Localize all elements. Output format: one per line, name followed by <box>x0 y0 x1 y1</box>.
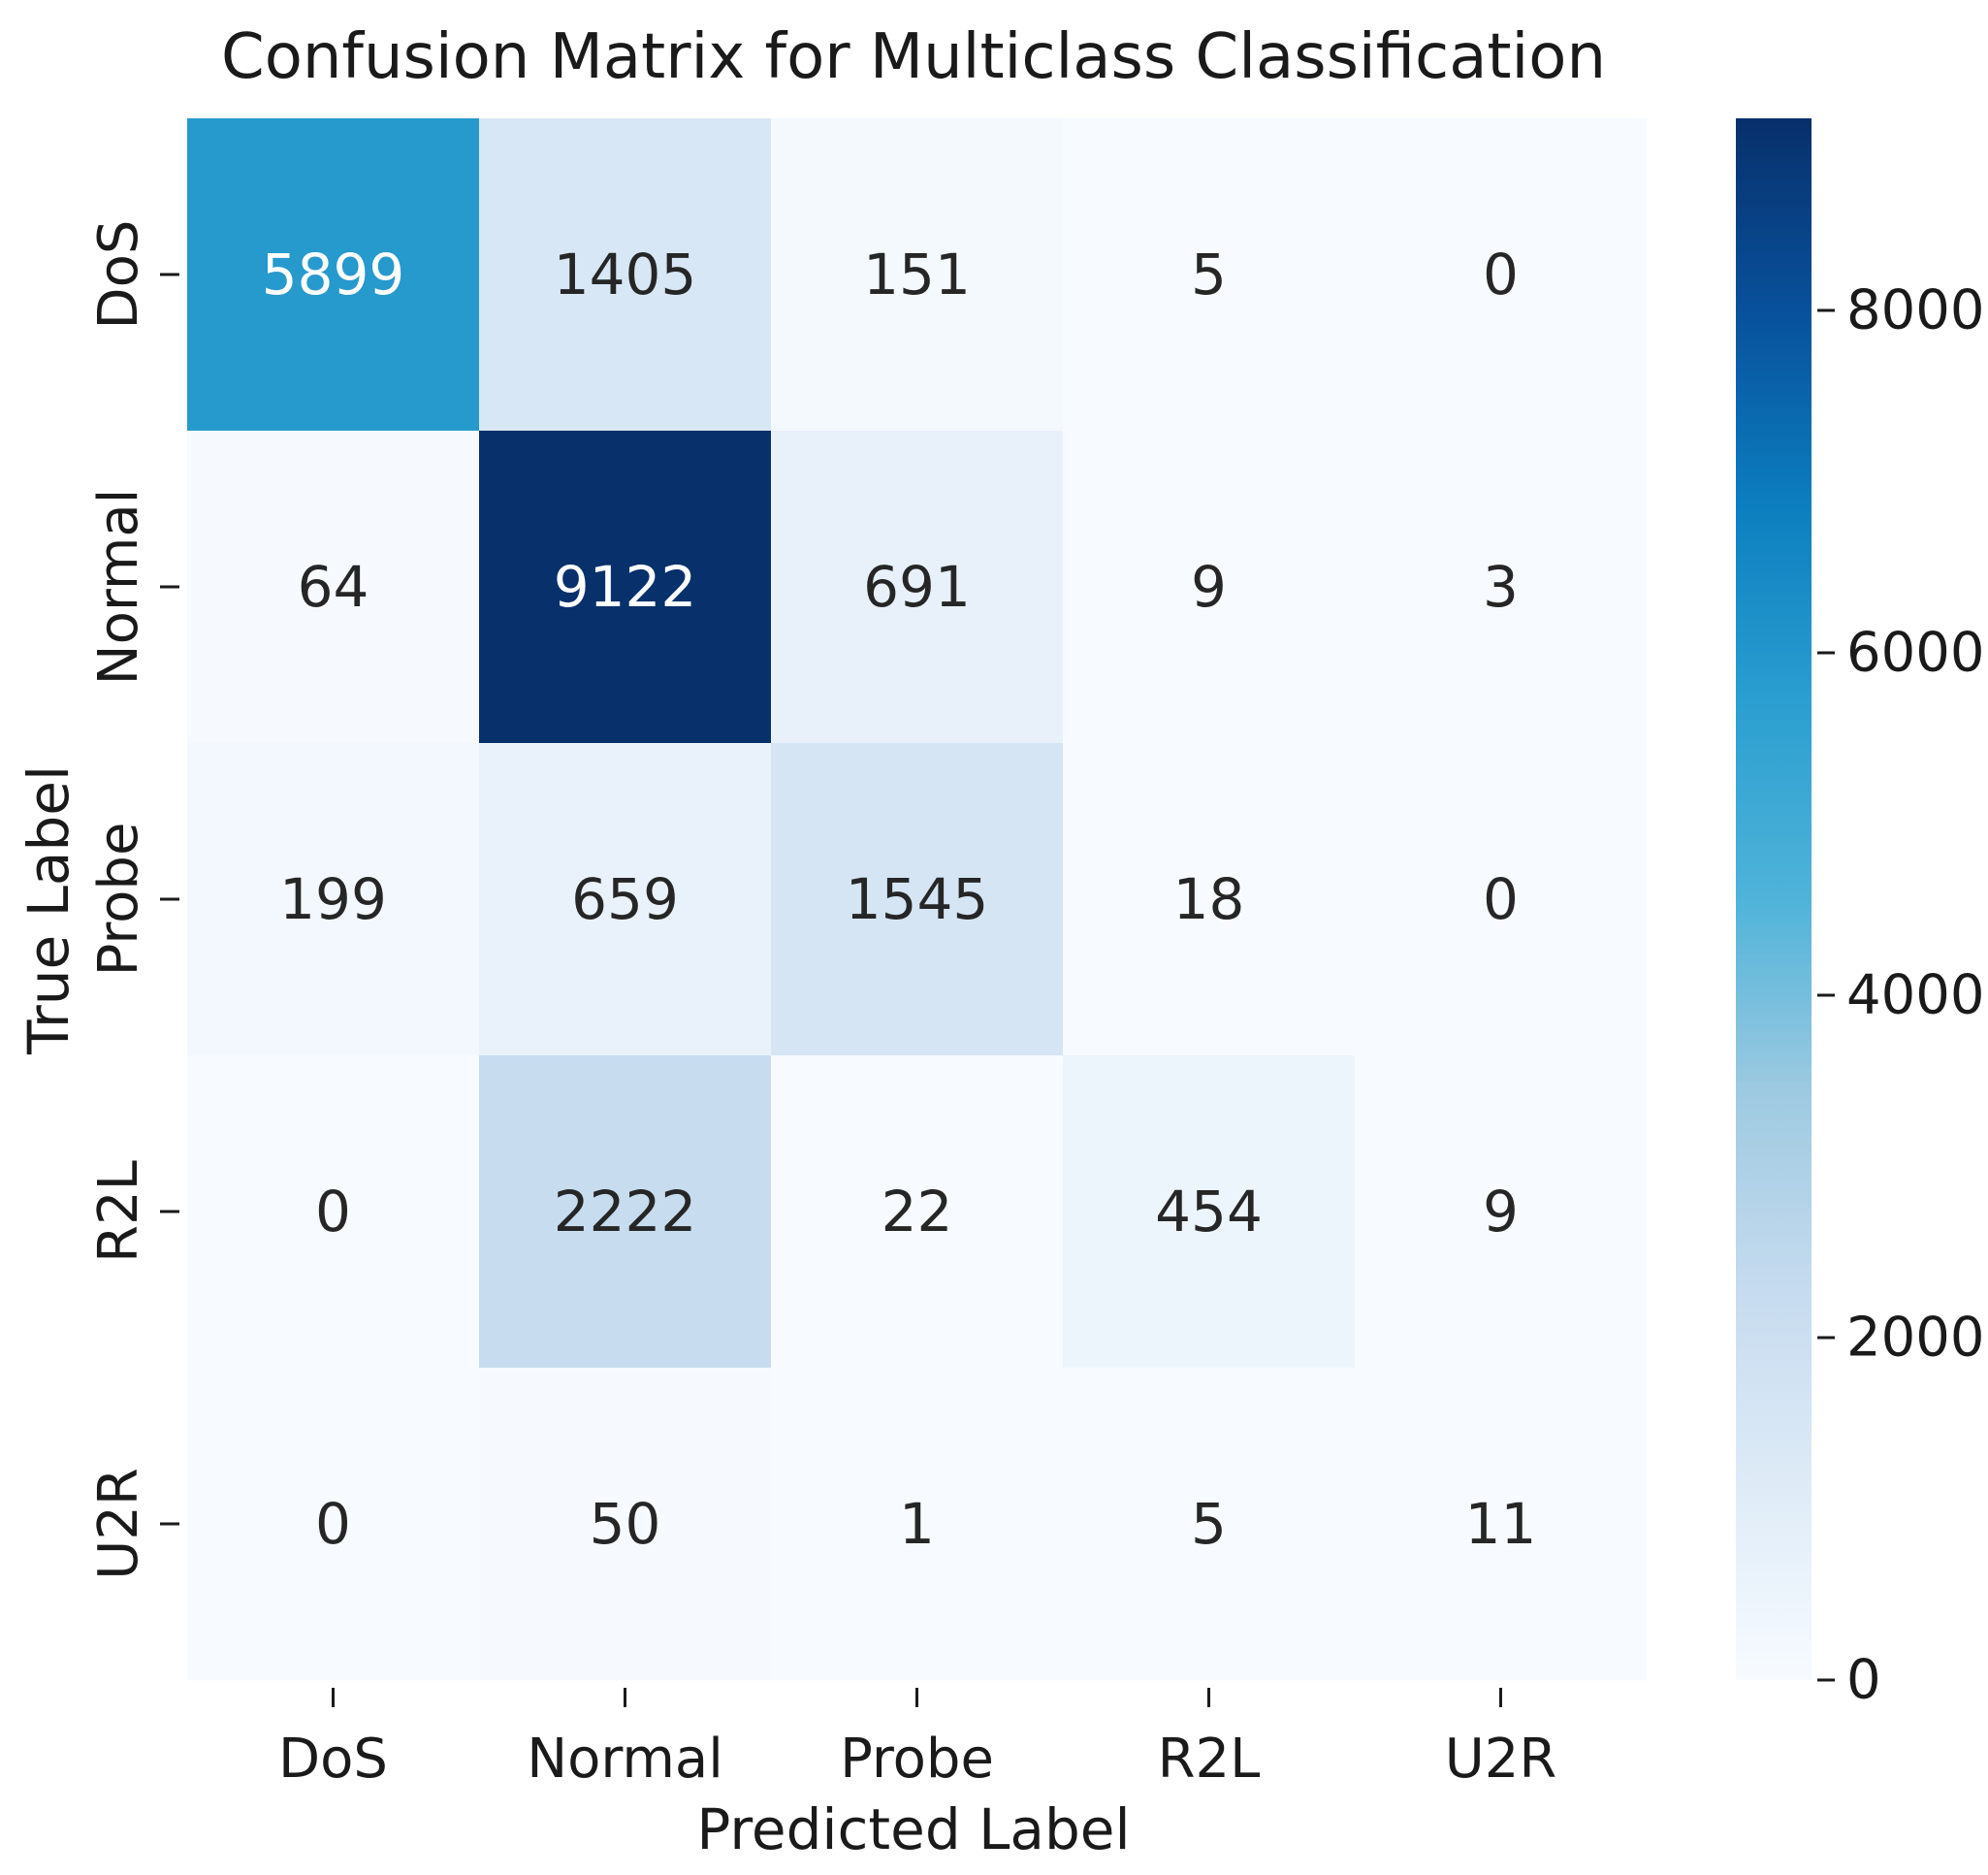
heatmap-cell-normal-u2r <box>1355 431 1648 744</box>
y-tick-label: DoS <box>87 220 150 330</box>
colorbar-ticks: 0 2000 4000 6000 8000 <box>1817 279 1985 1712</box>
heatmap-cell-u2r-u2r <box>1355 1368 1648 1681</box>
x-tick-label: DoS <box>278 1728 388 1791</box>
heatmap-cell-r2l-dos <box>187 1055 480 1369</box>
colorbar-tick-label: 6000 <box>1846 622 1985 685</box>
cell-value-label: 151 <box>863 242 971 307</box>
cell-value-label: 0 <box>1483 242 1519 307</box>
x-tick-label: Probe <box>840 1728 994 1791</box>
x-tick-label: Normal <box>527 1728 723 1791</box>
heatmap-cell-u2r-r2l <box>1063 1368 1356 1681</box>
heatmap-cell-r2l-normal <box>479 1055 772 1369</box>
y-tick-label: Normal <box>87 489 150 686</box>
cell-value-label: 9122 <box>554 554 697 620</box>
cell-value-label: 691 <box>863 554 971 620</box>
cell-value-label: 18 <box>1173 866 1245 932</box>
heatmap-cell-probe-normal <box>479 743 772 1056</box>
heatmap-cell-u2r-dos <box>187 1368 480 1681</box>
y-axis-ticks: DoS Normal Probe R2L U2R <box>87 220 179 1580</box>
cell-value-label: 3 <box>1483 554 1519 620</box>
heatmap-cell-normal-r2l <box>1063 431 1356 744</box>
y-tick-label: U2R <box>87 1468 150 1580</box>
heatmap-cell-dos-normal <box>479 118 772 432</box>
heatmap-cell-r2l-probe <box>771 1055 1064 1369</box>
x-axis-label: Predicted Label <box>696 1796 1130 1862</box>
cell-value-label: 2222 <box>554 1179 697 1245</box>
heatmap-cell-r2l-r2l <box>1063 1055 1356 1369</box>
colorbar-tick-label: 4000 <box>1846 964 1985 1027</box>
cell-value-label: 5 <box>1191 1491 1227 1557</box>
heatmap-cell-r2l-u2r <box>1355 1055 1648 1369</box>
cell-value-label: 199 <box>279 866 387 932</box>
heatmap-cell-dos-probe <box>771 118 1064 432</box>
heatmap-cell-normal-probe <box>771 431 1064 744</box>
x-tick-label: U2R <box>1445 1728 1557 1791</box>
colorbar <box>1736 118 1812 1680</box>
cell-value-label: 659 <box>571 866 679 932</box>
cell-value-label: 9 <box>1191 554 1227 620</box>
cell-value-label: 0 <box>315 1179 351 1245</box>
heatmap-cell-dos-dos <box>187 118 480 432</box>
y-tick-label: Probe <box>87 823 150 977</box>
colorbar-tick-label: 2000 <box>1846 1307 1985 1370</box>
chart-title: Confusion Matrix for Multiclass Classifi… <box>221 21 1606 93</box>
cell-value-label: 1405 <box>554 242 697 307</box>
heatmap-cell-probe-probe <box>771 743 1064 1056</box>
heatmap-cell-u2r-normal <box>479 1368 772 1681</box>
colorbar-tick-label: 0 <box>1846 1649 1881 1712</box>
heatmap-cells <box>187 118 1648 1681</box>
cell-value-label: 1 <box>899 1491 935 1557</box>
cell-value-label: 9 <box>1483 1179 1519 1245</box>
y-axis-label: True Label <box>16 765 81 1055</box>
y-tick-label: R2L <box>87 1160 150 1263</box>
heatmap-cell-probe-dos <box>187 743 480 1056</box>
x-tick-label: R2L <box>1158 1728 1261 1791</box>
cell-value-label: 454 <box>1155 1179 1263 1245</box>
heatmap-cell-dos-u2r <box>1355 118 1648 432</box>
cell-value-label: 0 <box>1483 866 1519 932</box>
colorbar-tick-label: 8000 <box>1846 279 1985 342</box>
cell-value-label: 1545 <box>846 866 989 932</box>
heatmap-cell-probe-u2r <box>1355 743 1648 1056</box>
cell-value-label: 5 <box>1191 242 1227 307</box>
heatmap-cell-u2r-probe <box>771 1368 1064 1681</box>
cell-value-label: 11 <box>1465 1491 1537 1557</box>
cell-value-label: 0 <box>315 1491 351 1557</box>
cell-value-label: 22 <box>882 1179 953 1245</box>
heatmap-cell-probe-r2l <box>1063 743 1356 1056</box>
cell-value-label: 50 <box>590 1491 661 1557</box>
heatmap-cell-normal-normal <box>479 431 772 744</box>
heatmap-cell-normal-dos <box>187 431 480 744</box>
cell-value-label: 64 <box>298 554 369 620</box>
heatmap-cell-dos-r2l <box>1063 118 1356 432</box>
x-axis-ticks: DoS Normal Probe R2L U2R <box>278 1688 1556 1791</box>
cell-value-label: 5899 <box>262 242 405 307</box>
